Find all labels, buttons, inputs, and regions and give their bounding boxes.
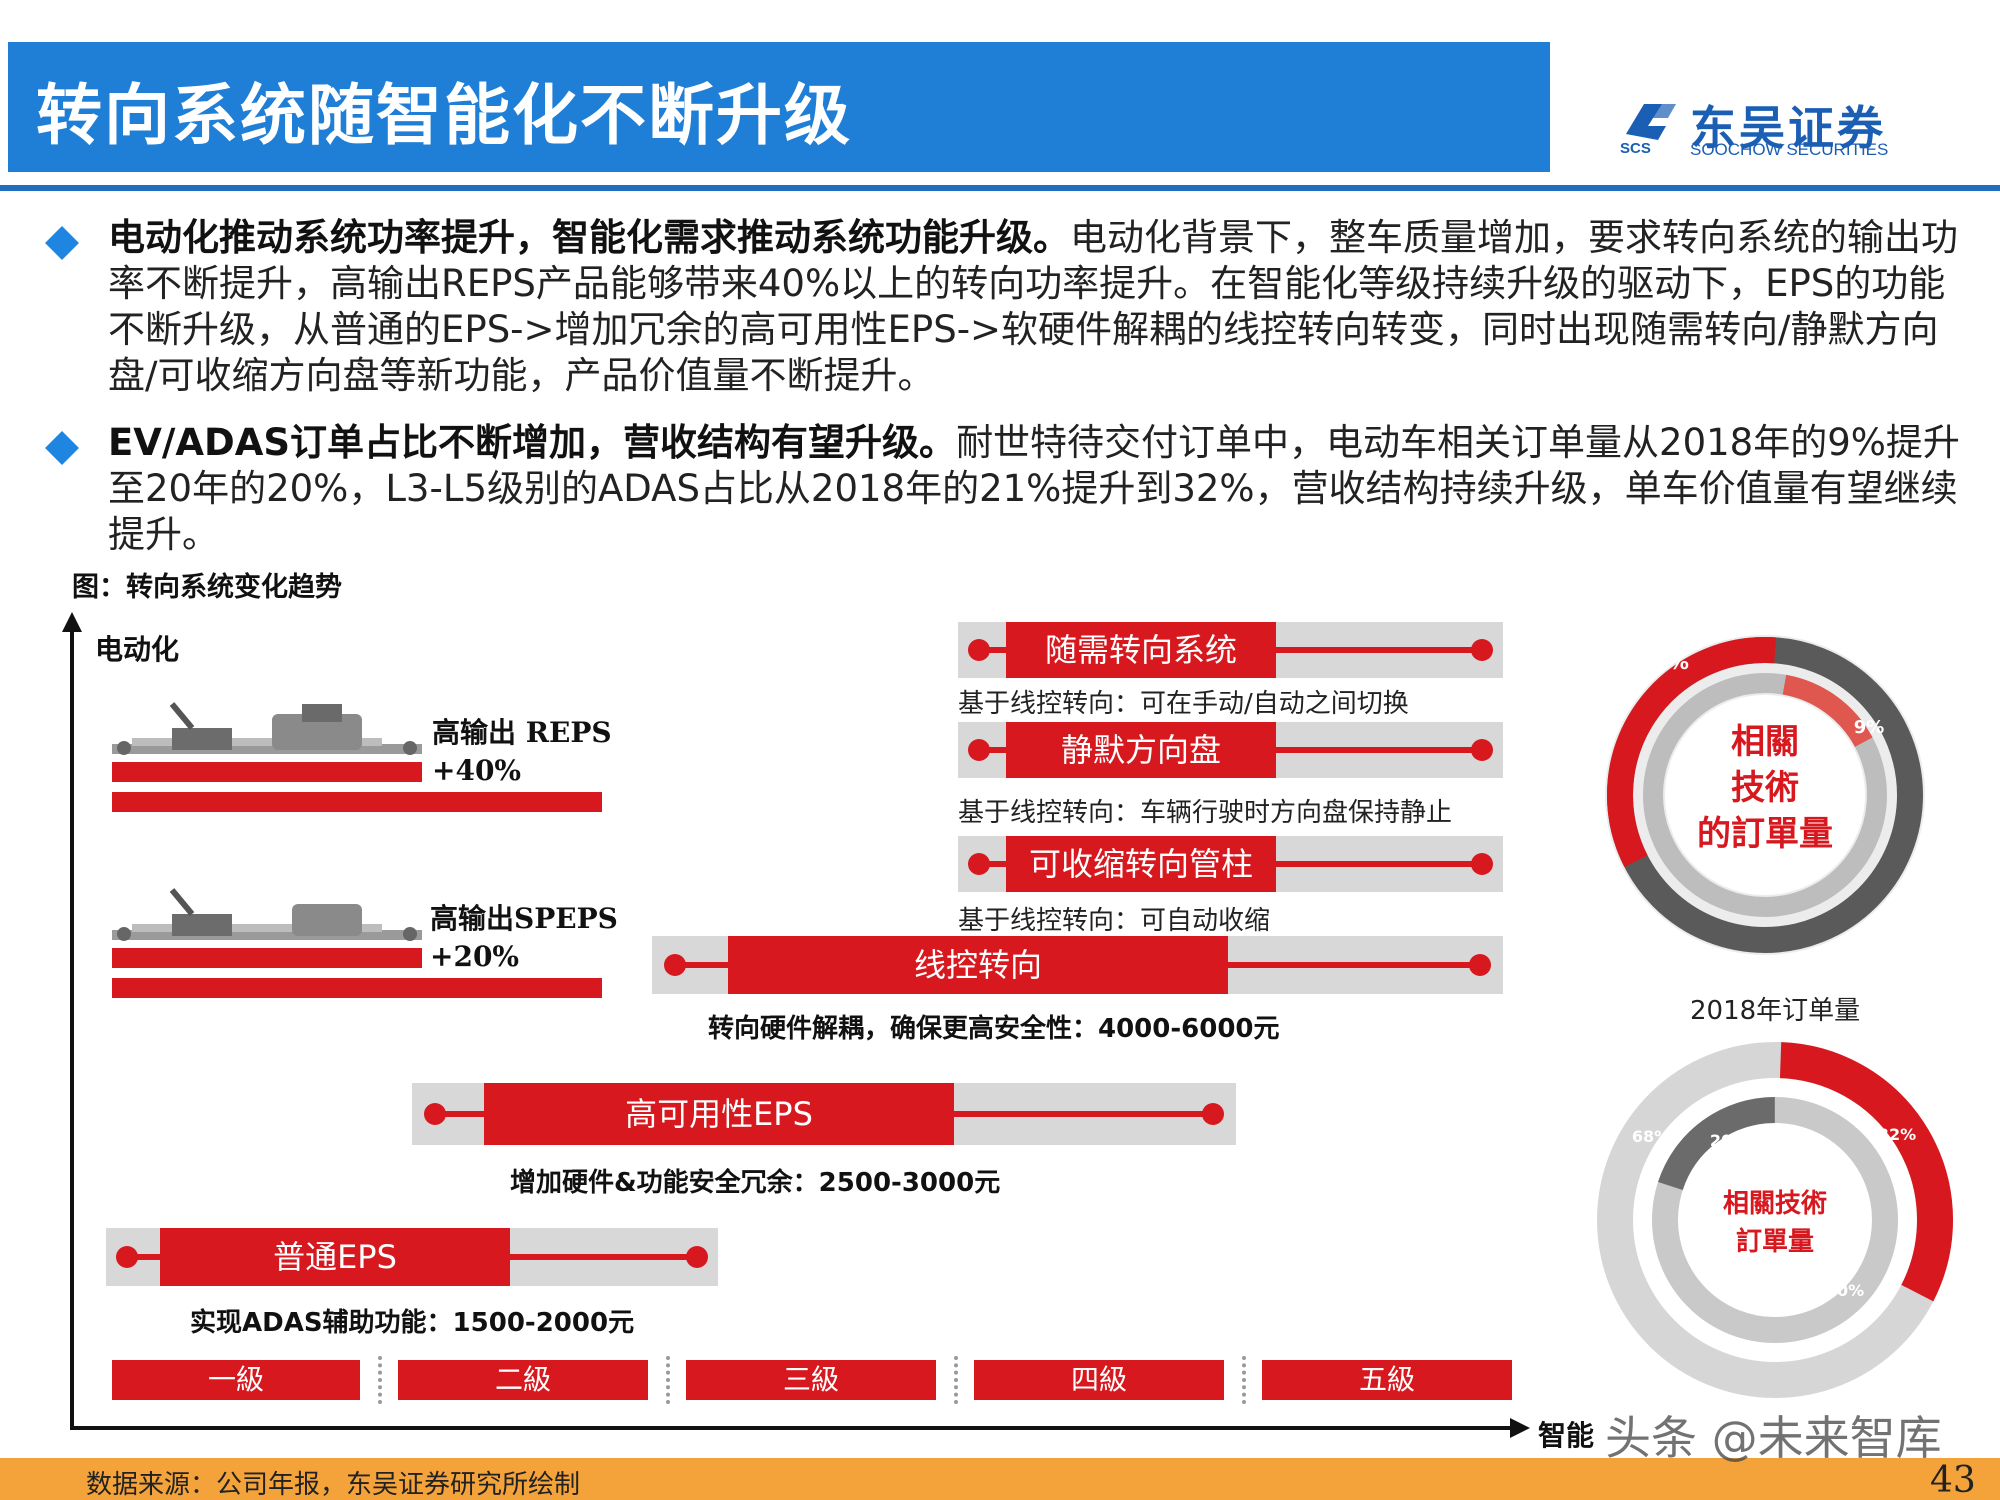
x-axis bbox=[70, 1426, 1515, 1430]
footer-source: 数据来源：公司年报，东吴证券研究所绘制 bbox=[86, 1470, 581, 1500]
strip-on-demand-steering: 随需转向系统 bbox=[958, 622, 1503, 678]
strip-standard-eps: 普通EPS bbox=[106, 1228, 718, 1286]
level-separator bbox=[954, 1356, 958, 1404]
bullet-2-text: EV/ADAS订单占比不断增加，营收结构有望升级。耐世特待交付订单中，电动车相关… bbox=[108, 420, 1970, 558]
strip-label: 高可用性EPS bbox=[484, 1083, 954, 1145]
strip-label: 普通EPS bbox=[160, 1228, 510, 1286]
x-axis-arrow-icon bbox=[1510, 1418, 1530, 1438]
logo-mark-icon bbox=[1626, 104, 1676, 140]
strip-label: 静默方向盘 bbox=[1006, 722, 1276, 778]
level-separator bbox=[378, 1356, 382, 1404]
donut-2018-center-2: 技術 bbox=[1731, 768, 1799, 808]
watermark: 头条 @未来智库 bbox=[1605, 1411, 1942, 1465]
company-logo: SCS 东吴证券 SOOCHOW SECURITIES bbox=[1618, 90, 1908, 160]
strip-steer-by-wire: 线控转向 bbox=[652, 936, 1503, 994]
donut-2018-caption: 2018年订单量 bbox=[1690, 996, 1861, 1026]
bullet-2-body: 耐世特待交付订单中，电动车相关订单量从2018年的9%提升至20年的20%，L3… bbox=[108, 421, 1960, 556]
reps-gain: +40% bbox=[432, 754, 522, 787]
bullet-1-bold: 电动化推动系统功率提升，智能化需求推动系统功能升级。 bbox=[108, 216, 1070, 259]
level-1: 一級 bbox=[112, 1360, 360, 1400]
donut-2018-center-3: 的訂單量 bbox=[1697, 814, 1833, 854]
bullet-1: 电动化推动系统功率提升，智能化需求推动系统功能升级。电动化背景下，整车质量增加，… bbox=[45, 215, 1970, 399]
diamond-bullet-icon bbox=[45, 431, 79, 465]
title-bar: 转向系统随智能化不断升级 bbox=[8, 42, 1550, 172]
header-divider bbox=[0, 185, 2000, 191]
strip-note: 转向硬件解耦，确保更高安全性：4000-6000元 bbox=[708, 1014, 1280, 1044]
reps-band-short bbox=[112, 762, 422, 782]
donut-2020-label-20: 20% bbox=[1710, 1131, 1748, 1150]
bullet-2: EV/ADAS订单占比不断增加，营收结构有望升级。耐世特待交付订单中，电动车相关… bbox=[45, 420, 1970, 558]
strip-retractable-column: 可收缩转向管柱 bbox=[958, 836, 1503, 892]
reps-label: 高输出 REPS +40% bbox=[432, 714, 612, 790]
diamond-bullet-icon bbox=[45, 226, 79, 260]
donut-2018-label-21: 21% bbox=[1641, 650, 1689, 674]
donut-2020-label-80: 80% bbox=[1826, 1281, 1864, 1300]
strip-note: 实现ADAS辅助功能：1500-2000元 bbox=[190, 1308, 635, 1338]
bullet-2-bold: EV/ADAS订单占比不断增加，营收结构有望升级。 bbox=[108, 421, 957, 464]
donut-2020-outer-red-arc bbox=[1779, 1042, 1953, 1302]
x-axis-label: 智能 bbox=[1538, 1419, 1595, 1452]
speps-gain: +20% bbox=[430, 940, 520, 973]
speps-rack-image bbox=[112, 888, 422, 941]
reps-rack-image bbox=[112, 702, 422, 755]
strip-note: 基于线控转向：可自动收缩 bbox=[958, 906, 1271, 936]
y-axis bbox=[70, 622, 74, 1430]
speps-name: 高输出SPEPS bbox=[430, 902, 618, 935]
level-2: 二級 bbox=[398, 1360, 648, 1400]
donut-2020-inner-dark-arc bbox=[1658, 1097, 1776, 1191]
speps-band-short bbox=[112, 948, 422, 968]
strip-label: 线控转向 bbox=[728, 936, 1228, 994]
logo-en: SOOCHOW SECURITIES bbox=[1690, 140, 1889, 159]
level-separator bbox=[666, 1356, 670, 1404]
donut-2018-label-9: 9% bbox=[1854, 717, 1885, 738]
footer-bar bbox=[0, 1458, 2000, 1500]
strip-note: 增加硬件&功能安全冗余：2500-3000元 bbox=[510, 1168, 1001, 1198]
reps-band-long bbox=[112, 792, 602, 812]
donut-2018: 相關 技術 的訂單量 21% 9% bbox=[1605, 635, 1925, 955]
donut-2018-inner-red-arc bbox=[1782, 674, 1873, 748]
bullet-1-text: 电动化推动系统功率提升，智能化需求推动系统功能升级。电动化背景下，整车质量增加，… bbox=[108, 215, 1970, 399]
donut-2018-center-1: 相關 bbox=[1731, 722, 1799, 762]
donut-2020: 相關技術 訂單量 32% 68% 20% 80% bbox=[1597, 1042, 1953, 1398]
figure-caption: 图：转向系统变化趋势 bbox=[72, 572, 342, 603]
strip-label: 可收缩转向管柱 bbox=[1006, 836, 1276, 892]
donut-2020-center-2: 訂單量 bbox=[1736, 1226, 1814, 1257]
donut-2020-label-32: 32% bbox=[1878, 1125, 1916, 1144]
donut-2018-outer-red-arc bbox=[1607, 637, 1777, 868]
logo-abbr: SCS bbox=[1620, 140, 1651, 157]
bullet-1-body: 电动化背景下，整车质量增加，要求转向系统的输出功率不断提升，高输出REPS产品能… bbox=[108, 216, 1958, 397]
level-4: 四級 bbox=[974, 1360, 1224, 1400]
strip-high-availability-eps: 高可用性EPS bbox=[412, 1083, 1236, 1145]
level-separator bbox=[1242, 1356, 1246, 1404]
page-number: 43 bbox=[1930, 1460, 1976, 1500]
page-title: 转向系统随智能化不断升级 bbox=[36, 77, 852, 154]
strip-quiet-wheel: 静默方向盘 bbox=[958, 722, 1503, 778]
strip-note: 基于线控转向：车辆行驶时方向盘保持静止 bbox=[958, 798, 1453, 828]
level-5: 五級 bbox=[1262, 1360, 1512, 1400]
donut-2020-center-1: 相關技術 bbox=[1723, 1189, 1827, 1219]
speps-band-long bbox=[112, 978, 602, 998]
strip-note: 基于线控转向：可在手动/自动之间切换 bbox=[958, 689, 1409, 719]
strip-label: 随需转向系统 bbox=[1006, 622, 1276, 678]
level-3: 三級 bbox=[686, 1360, 936, 1400]
reps-name: 高输出 REPS bbox=[432, 716, 612, 749]
donut-2020-label-68: 68% bbox=[1632, 1127, 1670, 1146]
speps-label: 高输出SPEPS +20% bbox=[430, 900, 618, 976]
logo-cn: 东吴证券 bbox=[1690, 101, 1886, 155]
y-axis-label: 电动化 bbox=[95, 633, 180, 666]
